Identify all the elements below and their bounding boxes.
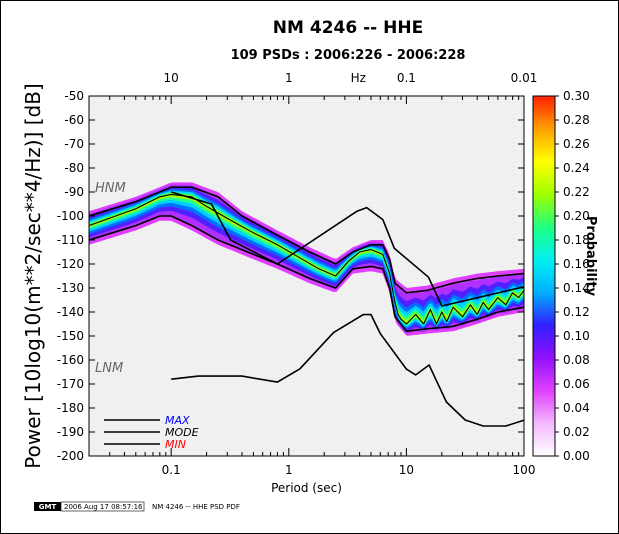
footer-timestamp: 2006 Aug 17 08:57:16 <box>64 503 143 511</box>
y-tick-label: -200 <box>57 449 84 463</box>
density-band-5 <box>89 192 524 326</box>
gmt-logo <box>34 502 61 511</box>
y-tick-label: -140 <box>57 305 84 319</box>
y-tick-label: -190 <box>57 425 84 439</box>
top-tick-label: 0.01 <box>511 71 538 85</box>
timestamp-box <box>60 501 145 512</box>
x-tick-label: 10 <box>399 463 414 477</box>
colorbar-tick-label: 0.04 <box>563 401 590 415</box>
series-hnm <box>170 191 524 307</box>
plot-frame <box>88 95 525 457</box>
chart-subtitle: 109 PSDs : 2006:226 - 2006:228 <box>231 48 466 63</box>
colorbar-tick-label: 0.08 <box>563 353 590 367</box>
legend-label-mode: MODE <box>165 426 199 439</box>
series-mode <box>89 193 524 325</box>
colorbar-tick-label: 0.26 <box>563 137 590 151</box>
y-tick-label: -120 <box>57 257 84 271</box>
colorbar-gradient <box>532 95 556 457</box>
top-tick-label: 0.1 <box>397 71 416 85</box>
y-tick-label: -170 <box>57 377 84 391</box>
curve-layer <box>89 186 524 427</box>
colorbar-label: Probability <box>583 216 598 297</box>
y-tick-label: -110 <box>57 233 84 247</box>
y-tick-label: -130 <box>57 281 84 295</box>
colorbar-tick-label: 0.12 <box>563 305 590 319</box>
y-tick-label: -60 <box>64 113 84 127</box>
x-tick-label: 100 <box>513 463 536 477</box>
top-axis-label: Hz <box>351 71 366 85</box>
gmt-logo-text: GMT <box>39 503 57 511</box>
axes-layer: -200 -190 -180 -170 -160 -150 -140 -130 -120 -110… <box>21 71 537 495</box>
top-tick-label: 1 <box>285 71 293 85</box>
legend-label-min: MIN <box>165 438 186 451</box>
colorbar: 0.00 0.02 0.04 0.06 0.08 0.10 0.12 0.14 0.16 0.18… <box>532 89 598 463</box>
colorbar-tick-label: 0.00 <box>563 449 590 463</box>
series-lnm <box>171 313 524 427</box>
colorbar-tick-label: 0.24 <box>563 161 590 175</box>
x-tick-label: 0.1 <box>162 463 181 477</box>
x-axis-label: Period (sec) <box>271 481 342 495</box>
y-axis-label: Power [10log10(m**2/sec**4/Hz)] [dB] <box>21 83 45 468</box>
y-tick-label: -180 <box>57 401 84 415</box>
colorbar-tick-label: 0.16 <box>563 257 590 271</box>
chart-title: NM 4246 -- HHE <box>273 18 423 38</box>
colorbar-tick-label: 0.02 <box>563 425 590 439</box>
y-tick-label: -160 <box>57 353 84 367</box>
series-min <box>89 215 524 333</box>
footer: GMT 2006 Aug 17 08:57:16 NM 4246 -- HHE … <box>34 501 240 512</box>
y-tick-label: -100 <box>57 209 84 223</box>
colorbar-tick-label: 0.28 <box>563 113 590 127</box>
legend-box <box>98 406 210 448</box>
footer-caption: NM 4246 -- HHE PSD PDF <box>152 503 240 511</box>
series-max <box>89 186 524 294</box>
colorbar-tick-label: 0.18 <box>563 233 590 247</box>
colorbar-tick-label: 0.10 <box>563 329 590 343</box>
colorbar-tick-label: 0.22 <box>563 185 590 199</box>
colorbar-tick-label: 0.30 <box>563 89 590 103</box>
y-tick-label: -90 <box>64 185 84 199</box>
density-layer <box>89 182 524 336</box>
y-tick-label: -80 <box>64 161 84 175</box>
colorbar-tick-label: 0.14 <box>563 281 590 295</box>
colorbar-tick-label: 0.06 <box>563 377 590 391</box>
hnm-annotation: HNM <box>95 181 126 196</box>
legend: MAX MODE MIN <box>98 406 210 451</box>
legend-label-max: MAX <box>165 414 190 427</box>
colorbar-tick-label: 0.20 <box>563 209 590 223</box>
lnm-annotation: LNM <box>95 361 123 376</box>
y-tick-label: -150 <box>57 329 84 343</box>
x-tick-label: 1 <box>285 463 293 477</box>
top-tick-label: 10 <box>164 71 179 85</box>
y-tick-label: -70 <box>64 137 84 151</box>
y-tick-label: -50 <box>64 89 84 103</box>
